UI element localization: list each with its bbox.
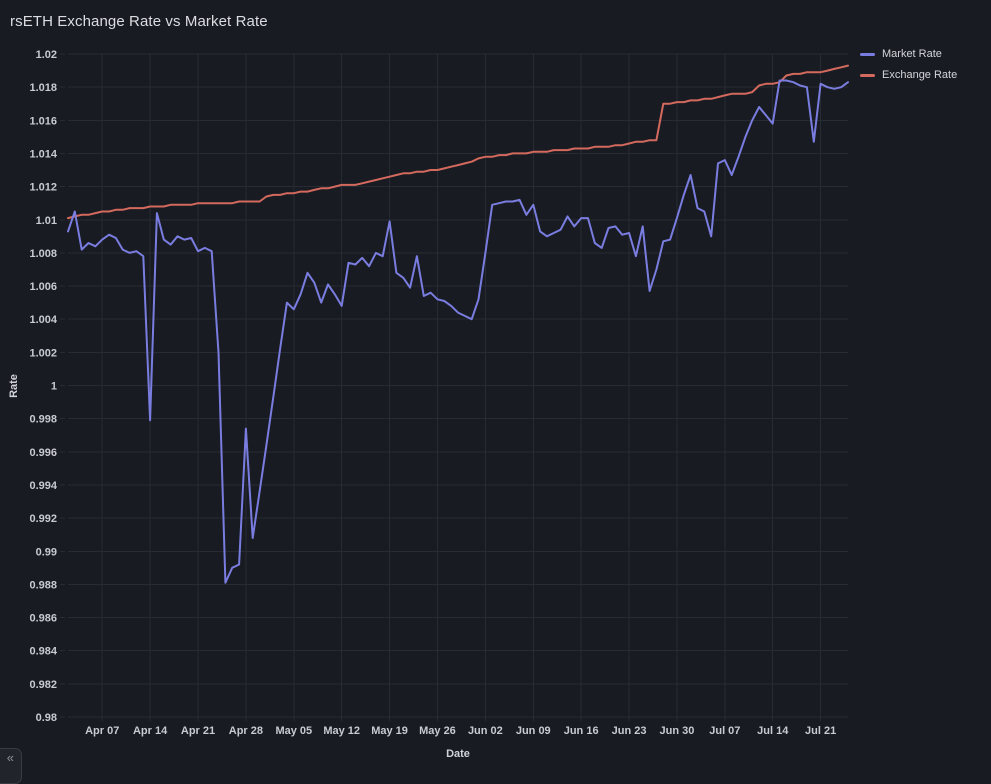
x-tick-label: Apr 07 (85, 725, 119, 737)
double-chevron-left-icon: « (7, 749, 21, 767)
y-tick-label: 0.992 (29, 513, 57, 525)
x-tick-label: Jun 16 (564, 725, 599, 737)
x-tick-label: Apr 14 (133, 725, 168, 737)
y-axis-title: Rate (8, 374, 20, 398)
x-tick-label: Jul 07 (709, 725, 740, 737)
y-tick-label: 0.996 (29, 447, 57, 459)
x-tick-label: Jun 30 (660, 725, 695, 737)
y-tick-label: 0.98 (36, 712, 57, 724)
y-tick-label: 0.986 (29, 613, 57, 625)
x-tick-label: May 26 (419, 725, 456, 737)
market-rate-line (68, 81, 848, 583)
y-tick-label: 0.984 (29, 646, 57, 658)
x-axis-title: Date (68, 748, 848, 760)
x-tick-label: Jun 23 (612, 725, 647, 737)
y-tick-label: 0.988 (29, 579, 57, 591)
y-tick-label: 1.008 (29, 248, 57, 260)
y-tick-label: 1.02 (36, 49, 57, 61)
market-rate-swatch (860, 53, 875, 56)
y-tick-label: 0.99 (36, 546, 57, 558)
x-tick-label: Jul 21 (805, 725, 836, 737)
legend-item-exchange-rate[interactable]: Exchange Rate (860, 69, 957, 81)
legend: Market Rate Exchange Rate (860, 48, 957, 81)
y-tick-label: 1.012 (29, 182, 57, 194)
y-tick-label: 1 (51, 381, 57, 393)
y-tick-label: 0.994 (29, 480, 57, 492)
x-tick-label: Jul 14 (757, 725, 789, 737)
exchange-rate-line (68, 66, 848, 219)
x-tick-label: May 19 (371, 725, 408, 737)
sidebar-expand-button[interactable]: « (0, 748, 22, 784)
legend-label-exchange-rate: Exchange Rate (882, 69, 957, 81)
x-tick-label: Jun 02 (468, 725, 503, 737)
y-tick-label: 1.006 (29, 281, 57, 293)
y-tick-label: 1.014 (29, 148, 57, 160)
y-tick-label: 0.998 (29, 414, 57, 426)
x-tick-label: Apr 21 (181, 725, 215, 737)
y-tick-label: 1.004 (29, 314, 57, 326)
legend-item-market-rate[interactable]: Market Rate (860, 48, 957, 60)
x-tick-label: May 05 (275, 725, 312, 737)
y-tick-label: 1.018 (29, 82, 57, 94)
legend-label-market-rate: Market Rate (882, 48, 942, 60)
exchange-rate-swatch (860, 74, 875, 77)
x-tick-label: May 12 (323, 725, 360, 737)
y-tick-label: 1.002 (29, 347, 57, 359)
x-tick-label: Apr 28 (229, 725, 263, 737)
y-tick-label: 1.016 (29, 115, 57, 127)
x-tick-label: Jun 09 (516, 725, 551, 737)
y-tick-label: 0.982 (29, 679, 57, 691)
y-tick-label: 1.01 (36, 215, 57, 227)
chart-canvas[interactable]: 1.02 1.018 1.016 1.014 1.012 1.01 1.008 1.006 1.… (0, 0, 991, 766)
